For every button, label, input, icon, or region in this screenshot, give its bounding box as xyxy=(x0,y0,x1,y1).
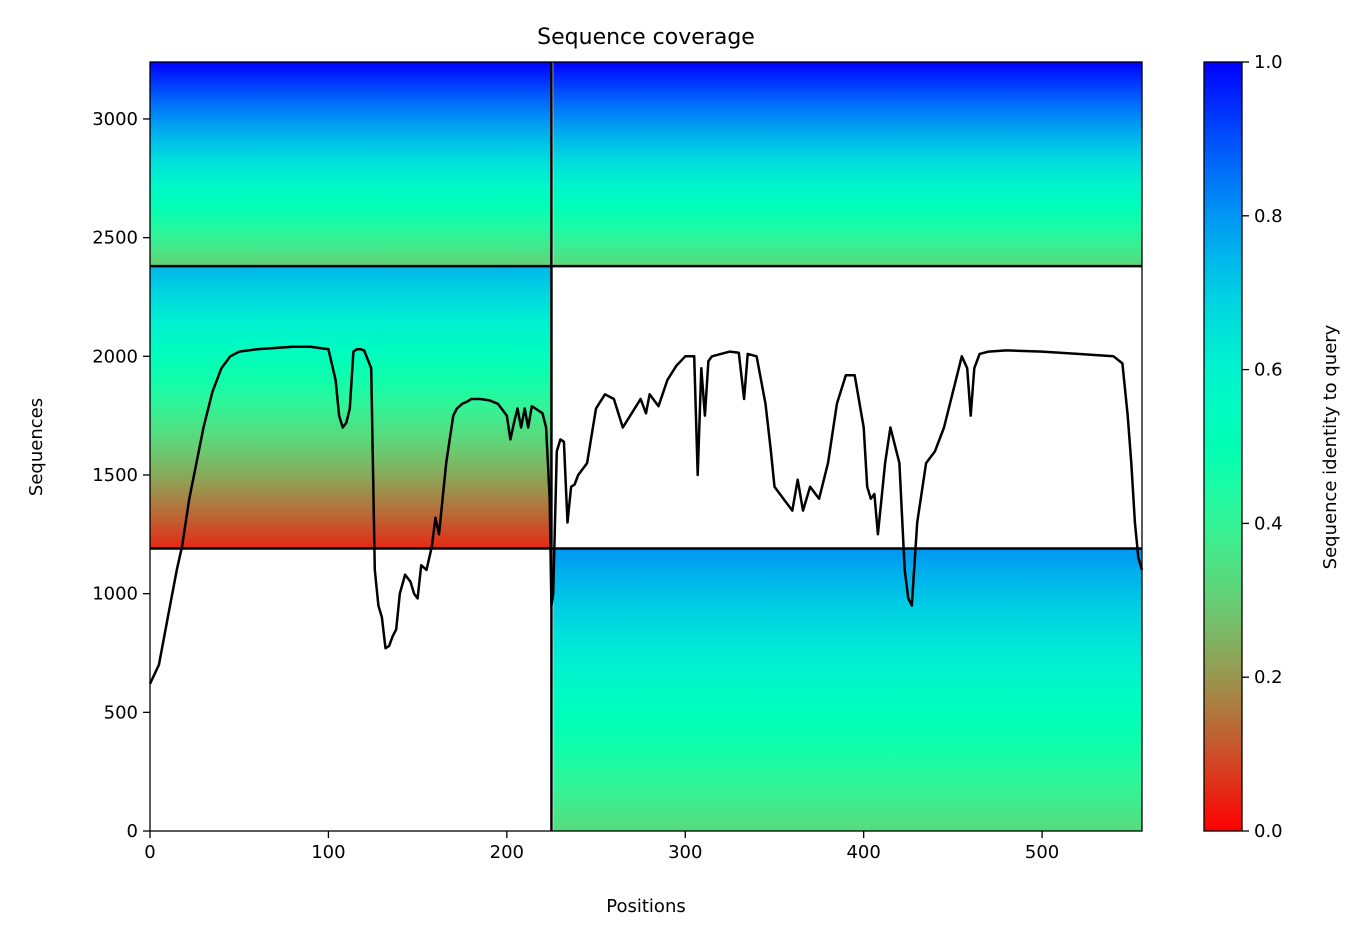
colorbar-tick-label: 0.0 xyxy=(1254,821,1283,842)
plot-frame xyxy=(149,61,1143,832)
colorbar-gradient xyxy=(1204,62,1242,831)
colorbar-tick-label: 0.6 xyxy=(1254,360,1283,381)
x-axis-label: Positions xyxy=(606,896,685,917)
chart-title: Sequence coverage xyxy=(537,25,755,50)
block-bottom-right xyxy=(553,548,1142,831)
colorbar-tick-label: 0.2 xyxy=(1254,667,1283,688)
x-tick-label: 400 xyxy=(846,842,880,863)
colorbar-frame xyxy=(1203,61,1243,832)
y-tick-label: 3000 xyxy=(92,109,138,130)
colorbar-tick-label: 0.8 xyxy=(1254,206,1283,227)
y-tick-label: 1000 xyxy=(92,584,138,605)
x-tick-label: 100 xyxy=(311,842,345,863)
y-tick-label: 1500 xyxy=(92,465,138,486)
colorbar: 0.0 0.2 0.4 0.6 0.8 1.0 xyxy=(1203,52,1283,842)
x-tick-label: 300 xyxy=(668,842,702,863)
x-tick-label: 200 xyxy=(490,842,524,863)
x-axis: 0 100 200 300 400 500 xyxy=(144,831,1059,863)
coverage-line xyxy=(148,345,1144,685)
colorbar-label: Sequence identity to query xyxy=(1320,324,1341,569)
y-tick-label: 2500 xyxy=(92,228,138,249)
y-tick-label: 0 xyxy=(127,821,138,842)
y-tick-label: 500 xyxy=(104,702,138,723)
colorbar-tick-label: 0.4 xyxy=(1254,513,1283,534)
y-axis: 0 500 1000 1500 2000 2500 3000 xyxy=(92,109,150,842)
plot-area xyxy=(148,61,1144,832)
x-tick-label: 0 xyxy=(144,842,155,863)
x-tick-label: 500 xyxy=(1025,842,1059,863)
y-axis-label: Sequences xyxy=(26,398,47,496)
y-tick-label: 2000 xyxy=(92,346,138,367)
colorbar-tick-label: 1.0 xyxy=(1254,52,1283,73)
block-top-right xyxy=(553,62,1142,267)
block-top-left xyxy=(150,62,552,267)
